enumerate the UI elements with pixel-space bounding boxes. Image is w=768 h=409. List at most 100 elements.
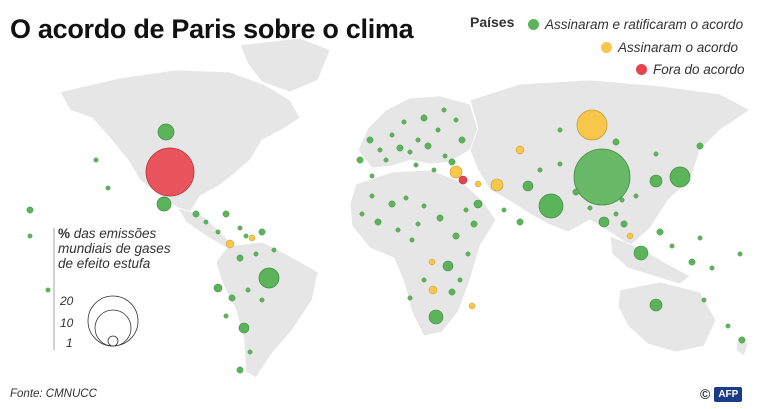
bubble-ratified-small[interactable] [45,287,51,293]
bubble-ratified-small[interactable] [369,193,375,199]
bubble-ratified-small[interactable] [737,251,743,257]
bubble-ratified-korea[interactable] [649,174,663,188]
bubble-ratified-peru[interactable] [213,283,223,293]
bubble-ratified-small[interactable] [377,147,383,153]
bubble-signed-venezuela[interactable] [248,234,256,242]
bubble-ratified-small[interactable] [401,119,407,125]
bubble-ratified-small[interactable] [415,221,421,227]
bubble-ratified-small[interactable] [421,277,427,283]
bubble-ratified-small[interactable] [612,138,620,146]
bubble-ratified-small[interactable] [457,277,463,283]
bubble-ratified-small[interactable] [725,323,731,329]
bubble-ratified-small[interactable] [215,229,221,235]
bubble-signed-turkey[interactable] [449,165,463,179]
bubble-ratified-small[interactable] [258,228,266,236]
bubble-ratified-small[interactable] [228,294,236,302]
bubble-ratified-small[interactable] [701,297,707,303]
bubble-ratified-small[interactable] [442,153,448,159]
bubble-ratified-small[interactable] [696,142,704,150]
bubble-ratified-small[interactable] [587,205,593,211]
bubble-ratified-small[interactable] [409,237,415,243]
bubble-ratified-small[interactable] [236,254,244,262]
bubble-ratified-small[interactable] [436,214,444,222]
bubble-signed-africa2[interactable] [428,258,436,266]
bubble-ratified-small[interactable] [389,132,395,138]
bubble-ratified-small[interactable] [572,188,580,196]
bubble-ratified-small[interactable] [653,151,659,157]
bubble-ratified-japan[interactable] [669,166,691,188]
bubble-ratified-small[interactable] [448,158,456,166]
bubble-ratified-small[interactable] [253,251,259,257]
bubble-ratified-small[interactable] [557,127,563,133]
bubble-ratified-small[interactable] [463,207,469,213]
bubble-ratified-small[interactable] [738,336,746,344]
bubble-outside-small[interactable] [458,175,468,185]
bubble-ratified-small[interactable] [222,210,230,218]
bubble-ratified-small[interactable] [431,167,437,173]
bubble-ratified-small[interactable] [697,235,703,241]
bubble-signed-iraq[interactable] [474,180,482,188]
bubble-ratified-small[interactable] [709,265,715,271]
bubble-ratified-small[interactable] [93,157,99,163]
bubble-ratified-small[interactable] [247,349,253,355]
bubble-ratified-thailand[interactable] [598,216,610,228]
bubble-ratified-small[interactable] [470,220,478,228]
bubble-ratified-small[interactable] [421,203,427,209]
bubble-signed-africa3[interactable] [468,302,476,310]
bubble-ratified-pakistan[interactable] [522,180,534,192]
bubble-ratified-small[interactable] [619,197,625,203]
bubble-ratified-small[interactable] [395,227,401,233]
bubble-ratified-small[interactable] [374,218,382,226]
bubble-ratified-saudi[interactable] [473,199,483,209]
bubble-ratified-small[interactable] [192,210,200,218]
bubble-ratified-argentina[interactable] [238,322,250,334]
bubble-ratified-small[interactable] [656,228,664,236]
bubble-ratified-small[interactable] [259,297,265,303]
bubble-signed-colombia[interactable] [225,239,235,249]
bubble-ratified-small[interactable] [465,251,471,257]
bubble-ratified-small[interactable] [407,149,413,155]
bubble-ratified-southafrica[interactable] [428,309,444,325]
bubble-ratified-small[interactable] [415,137,421,143]
bubble-ratified-small[interactable] [243,233,249,239]
bubble-ratified-china[interactable] [573,148,631,206]
bubble-ratified-small[interactable] [435,127,441,133]
bubble-ratified-small[interactable] [501,207,507,213]
bubble-ratified-small[interactable] [403,195,409,201]
bubble-ratified-small[interactable] [396,144,404,152]
bubble-ratified-small[interactable] [203,219,209,225]
bubble-ratified-small[interactable] [369,173,375,179]
bubble-ratified-small[interactable] [557,161,563,167]
bubble-ratified-small[interactable] [388,200,396,208]
bubble-outside-usa[interactable] [145,147,195,197]
bubble-ratified-small[interactable] [458,136,466,144]
bubble-ratified-small[interactable] [669,243,675,249]
bubble-ratified-small[interactable] [448,288,456,296]
bubble-ratified-small[interactable] [237,225,243,231]
bubble-ratified-small[interactable] [424,142,432,150]
bubble-signed-kazakh[interactable] [515,145,525,155]
bubble-signed-russia[interactable] [576,109,608,141]
bubble-ratified-small[interactable] [366,136,374,144]
bubble-ratified-indonesia[interactable] [633,245,649,261]
bubble-ratified-small[interactable] [420,114,428,122]
bubble-ratified-small[interactable] [383,157,389,163]
bubble-ratified-small[interactable] [688,258,696,266]
bubble-ratified-small[interactable] [613,211,619,217]
bubble-signed-asia[interactable] [626,232,634,240]
bubble-ratified-small[interactable] [359,211,365,217]
bubble-ratified-small[interactable] [516,218,524,226]
bubble-ratified-small[interactable] [452,232,460,240]
bubble-ratified-small[interactable] [27,233,33,239]
bubble-ratified-small[interactable] [223,313,229,319]
bubble-ratified-small[interactable] [441,107,447,113]
bubble-ratified-small[interactable] [271,247,277,253]
bubble-ratified-small[interactable] [620,220,628,228]
bubble-ratified-small[interactable] [356,156,364,164]
bubble-ratified-small[interactable] [245,287,251,293]
bubble-signed-angola[interactable] [428,285,438,295]
bubble-ratified-brazil[interactable] [258,267,280,289]
bubble-ratified-australia[interactable] [649,298,663,312]
bubble-ratified-small[interactable] [633,193,639,199]
bubble-ratified-canada[interactable] [157,123,175,141]
